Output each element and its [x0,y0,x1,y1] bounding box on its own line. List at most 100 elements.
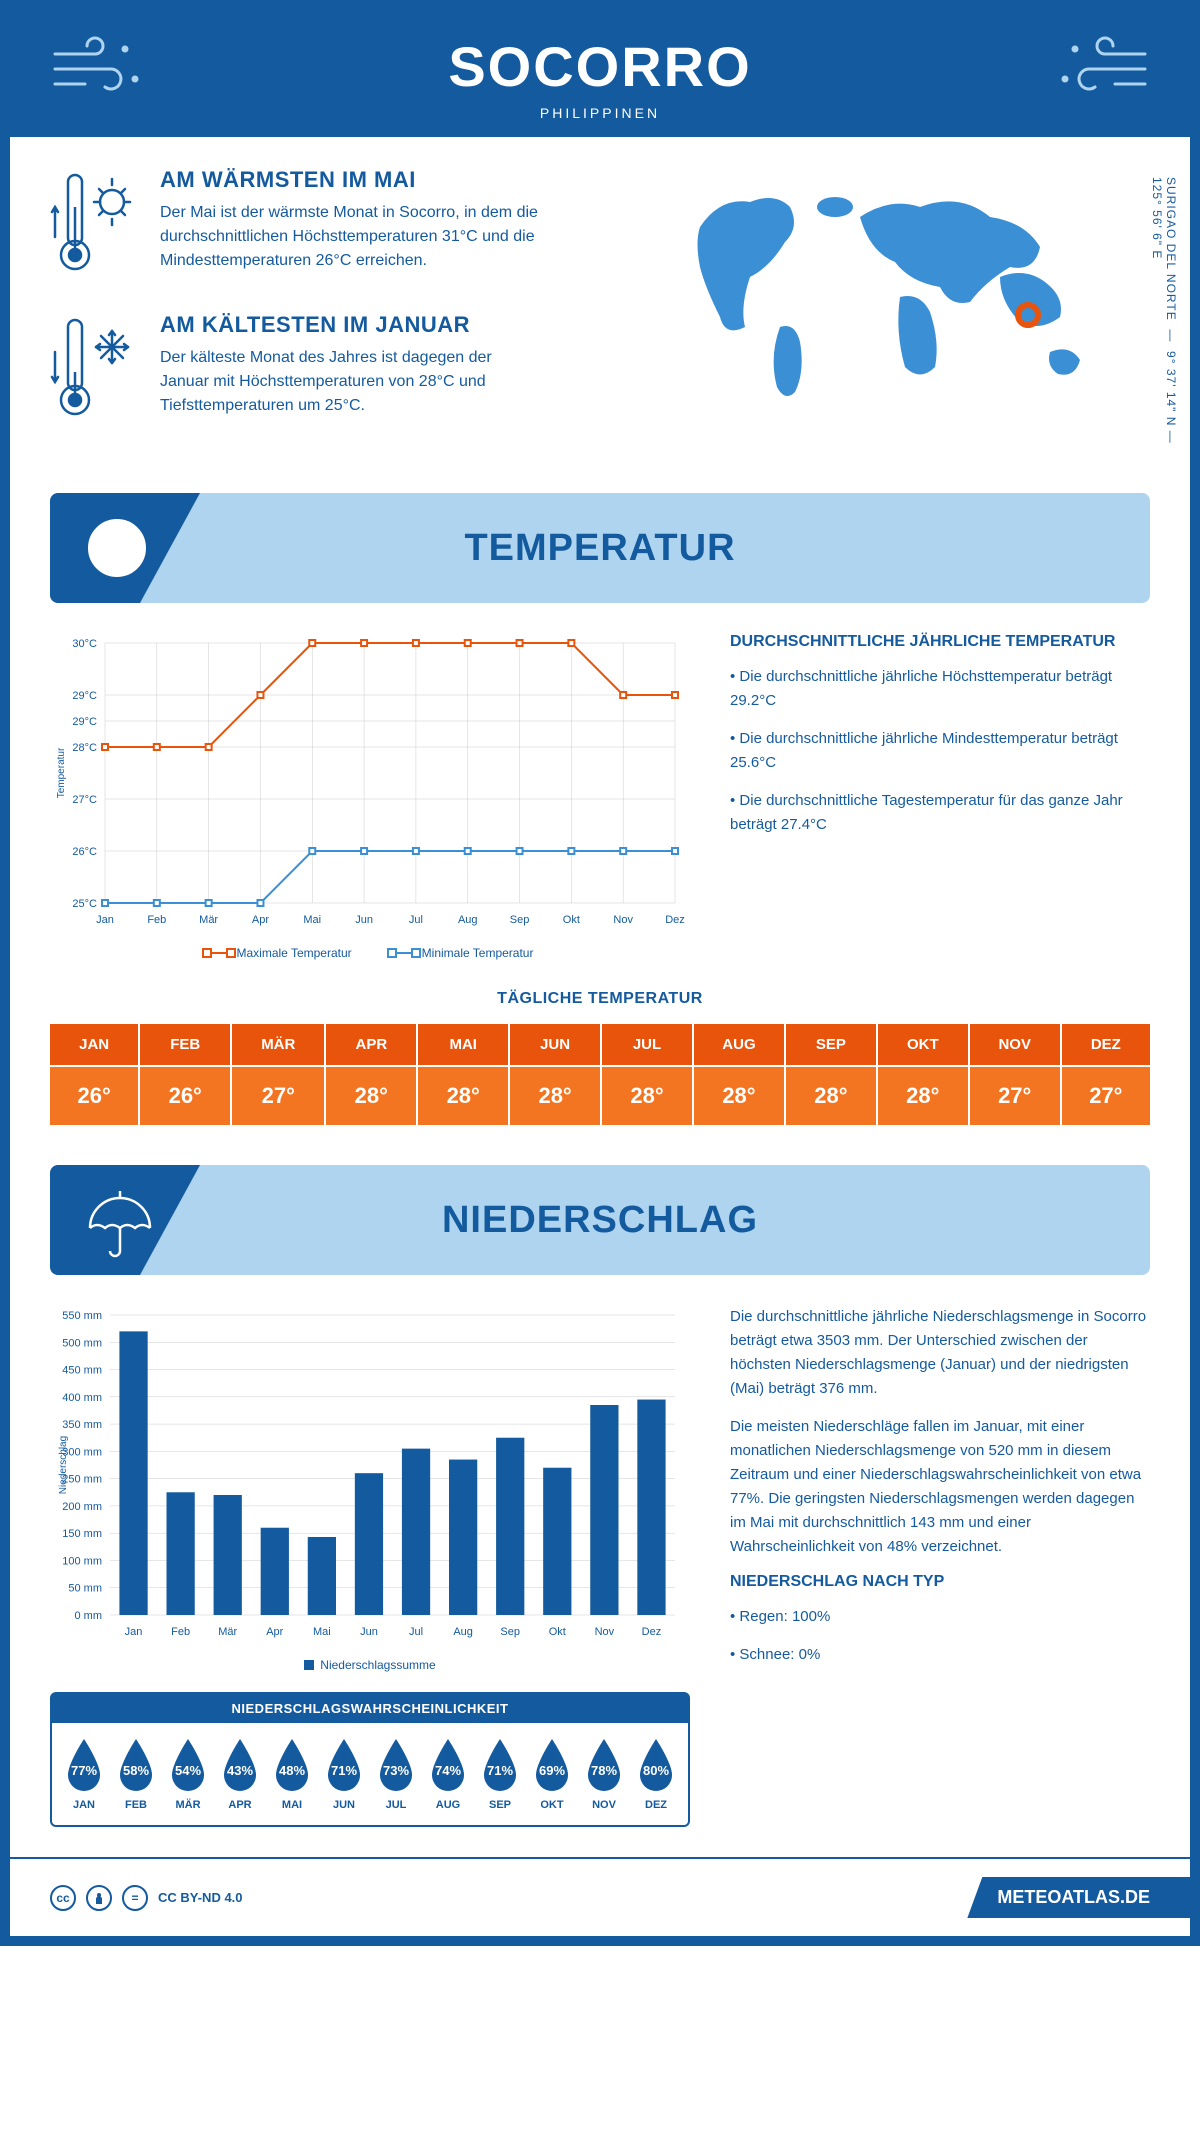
site-name: METEOATLAS.DE [967,1877,1190,1918]
svg-text:Okt: Okt [563,914,580,926]
svg-text:29°C: 29°C [72,716,97,728]
sun-icon [70,501,165,601]
raindrop-icon: 54% [166,1737,210,1793]
table-header: JUL [601,1024,693,1066]
header: SOCORRO PHILIPPINEN [10,10,1190,137]
svg-text:Jan: Jan [96,914,114,926]
svg-text:25°C: 25°C [72,898,97,910]
section-precipitation: NIEDERSCHLAG [50,1165,1150,1275]
warm-text: Der Mai ist der wärmste Monat in Socorro… [160,201,540,273]
svg-text:550 mm: 550 mm [62,1310,102,1322]
svg-text:Mai: Mai [303,914,321,926]
coordinates: SURIGAO DEL NORTE — 9° 37' 14" N — 125° … [1150,177,1178,457]
table-header: JAN [50,1024,139,1066]
license-text: CC BY-ND 4.0 [158,1890,243,1905]
table-cell: 27° [969,1066,1061,1125]
svg-text:50 mm: 50 mm [68,1583,102,1595]
svg-text:Mär: Mär [199,914,218,926]
prob-item: 77% JAN [62,1737,106,1811]
temp-bullet: • Die durchschnittliche jährliche Mindes… [730,727,1150,775]
temp-bullet: • Die durchschnittliche Tagestemperatur … [730,789,1150,837]
raindrop-icon: 69% [530,1737,574,1793]
svg-text:26°C: 26°C [72,846,97,858]
raindrop-icon: 80% [634,1737,678,1793]
precip-rain: • Regen: 100% [730,1605,1150,1629]
city-name: SOCORRO [10,34,1190,99]
svg-text:Niederschlag: Niederschlag [58,1436,69,1494]
svg-text:Jun: Jun [355,914,373,926]
daily-temp-title: TÄGLICHE TEMPERATUR [50,990,1150,1008]
svg-text:Apr: Apr [266,1626,283,1638]
cold-text: Der kälteste Monat des Jahres ist dagege… [160,346,540,418]
table-header: AUG [693,1024,785,1066]
prob-item: 58% FEB [114,1737,158,1811]
table-cell: 28° [785,1066,877,1125]
table-header: OKT [877,1024,969,1066]
table-cell: 28° [417,1066,509,1125]
table-cell: 27° [1061,1066,1150,1125]
prob-item: 43% APR [218,1737,262,1811]
table-cell: 28° [509,1066,601,1125]
table-header: FEB [139,1024,231,1066]
svg-text:200 mm: 200 mm [62,1501,102,1513]
prob-item: 80% DEZ [634,1737,678,1811]
svg-text:Okt: Okt [549,1626,566,1638]
svg-text:Mai: Mai [313,1626,331,1638]
table-header: MAI [417,1024,509,1066]
warm-title: AM WÄRMSTEN IM MAI [160,167,540,193]
table-header: MÄR [231,1024,325,1066]
svg-text:Dez: Dez [665,914,685,926]
thermometer-cold-icon [50,312,140,427]
precipitation-chart: 0 mm50 mm100 mm150 mm200 mm250 mm300 mm3… [50,1305,690,1645]
svg-text:400 mm: 400 mm [62,1392,102,1404]
prob-item: 73% JUL [374,1737,418,1811]
svg-text:350 mm: 350 mm [62,1419,102,1431]
table-cell: 28° [601,1066,693,1125]
svg-text:Apr: Apr [252,914,269,926]
table-cell: 28° [325,1066,417,1125]
table-header: DEZ [1061,1024,1150,1066]
prob-item: 69% OKT [530,1737,574,1811]
svg-text:Aug: Aug [458,914,478,926]
svg-text:Sep: Sep [510,914,530,926]
table-cell: 26° [50,1066,139,1125]
raindrop-icon: 71% [478,1737,522,1793]
wind-icon [50,34,150,109]
svg-text:Jul: Jul [409,1626,423,1638]
table-cell: 27° [231,1066,325,1125]
table-header: SEP [785,1024,877,1066]
svg-text:Jan: Jan [125,1626,143,1638]
table-cell: 26° [139,1066,231,1125]
svg-text:29°C: 29°C [72,690,97,702]
svg-text:100 mm: 100 mm [62,1555,102,1567]
svg-text:Jul: Jul [409,914,423,926]
svg-text:150 mm: 150 mm [62,1528,102,1540]
raindrop-icon: 74% [426,1737,470,1793]
svg-text:Mär: Mär [218,1626,237,1638]
prob-item: 71% JUN [322,1737,366,1811]
svg-text:Feb: Feb [171,1626,190,1638]
prob-item: 74% AUG [426,1737,470,1811]
prob-item: 48% MAI [270,1737,314,1811]
temperature-chart: 25°C26°C27°C28°C29°C29°C30°CJanFebMärApr… [50,633,690,933]
precip-legend: Niederschlagssumme [50,1658,690,1672]
precip-type-title: NIEDERSCHLAG NACH TYP [730,1573,1150,1591]
table-cell: 28° [693,1066,785,1125]
svg-text:Sep: Sep [500,1626,520,1638]
svg-text:28°C: 28°C [72,742,97,754]
section-temperature: TEMPERATUR [50,493,1150,603]
svg-text:Aug: Aug [453,1626,473,1638]
umbrella-icon [70,1173,165,1273]
country: PHILIPPINEN [10,105,1190,121]
raindrop-icon: 73% [374,1737,418,1793]
raindrop-icon: 71% [322,1737,366,1793]
precip-para: Die meisten Niederschläge fallen im Janu… [730,1415,1150,1559]
table-header: NOV [969,1024,1061,1066]
by-icon [86,1885,112,1911]
svg-text:Nov: Nov [613,914,633,926]
cold-title: AM KÄLTESTEN IM JANUAR [160,312,540,338]
footer: cc = CC BY-ND 4.0 METEOATLAS.DE [10,1857,1190,1936]
temp-bullet: • Die durchschnittliche jährliche Höchst… [730,665,1150,713]
svg-text:30°C: 30°C [72,638,97,650]
world-map: SURIGAO DEL NORTE — 9° 37' 14" N — 125° … [670,167,1150,457]
